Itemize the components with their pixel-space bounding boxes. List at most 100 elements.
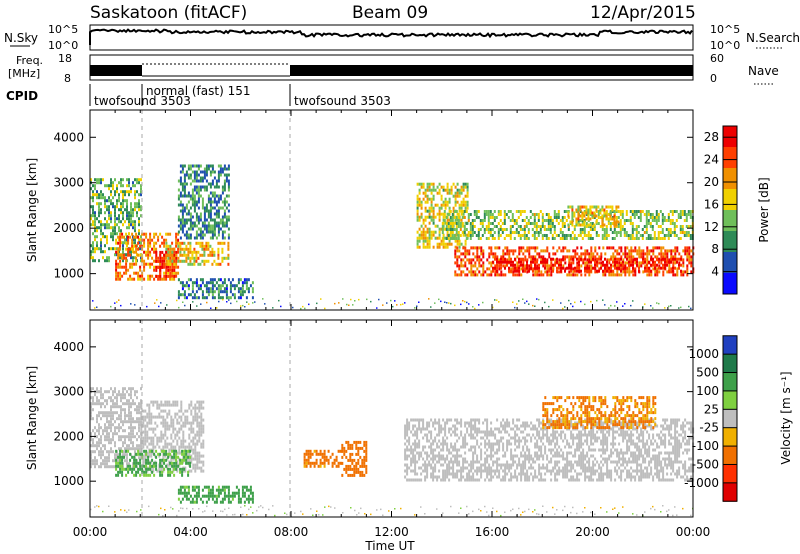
x-tick-label: 16:00 (475, 525, 510, 539)
power-y-tick-label: 2000 (53, 221, 84, 235)
power-y-tick-label: 3000 (53, 176, 84, 190)
velocity-region (341, 440, 368, 477)
power-colorbar-tick: 20 (704, 175, 719, 189)
velocity-colorbar-swatch (723, 372, 737, 392)
cpid-segment-0: twofsound 3503 (94, 94, 191, 108)
velocity-colorbar-tick: -100 (692, 439, 719, 453)
velocity-colorbar-tick: 100 (696, 384, 719, 398)
noise-trace (89, 28, 693, 45)
velocity-colorbar-tick: 25 (704, 402, 719, 416)
power-colorbar-tick: 4 (711, 265, 719, 279)
velocity-data-layer (90, 387, 695, 517)
power-region (165, 241, 230, 266)
power-colorbar-label: Power [dB] (757, 177, 771, 242)
velocity-colorbar-swatch (723, 335, 737, 355)
velocity-region (303, 449, 342, 468)
nsky-tick-bottom: 10^0 (48, 39, 78, 52)
power-colorbar-tick: 8 (711, 242, 719, 256)
power-region (177, 278, 254, 300)
nsearch-tick-top: 10^5 (710, 23, 740, 36)
nsearch-label: N.Search (746, 31, 800, 45)
velocity-region (542, 396, 657, 430)
power-region (115, 232, 180, 281)
title-right: 12/Apr/2015 (590, 3, 696, 23)
velocity-colorbar-tick: -500 (692, 457, 719, 471)
time-axis: 00:00 04:00 08:00 12:00 16:00 20:00 00:00 (73, 525, 711, 539)
velocity-region (404, 418, 695, 482)
velocity-colorbar-label: Velocity [m s⁻¹] (779, 371, 793, 464)
power-y-axis: 1000 2000 3000 4000 (53, 110, 694, 310)
x-tick-label: 12:00 (374, 525, 409, 539)
velocity-colorbar-tick: 500 (696, 366, 719, 380)
cpid-strip: CPID twofsound 3503 normal (fast) 151 tw… (6, 84, 391, 108)
power-region (90, 178, 142, 263)
velocity-colorbar-swatch (723, 464, 737, 484)
xlabel: Time UT (364, 539, 415, 553)
freq-label-1: Freq. (16, 54, 43, 67)
cpid-label: CPID (6, 89, 38, 103)
nsearch-tick-bottom: 10^0 (710, 39, 740, 52)
power-colorbar-swatch (723, 147, 737, 169)
freq-tick-bottom: 8 (64, 72, 71, 85)
velocity-colorbar-swatch (723, 354, 737, 374)
power-ground-speckle (92, 298, 692, 310)
velocity-ground-speckle (90, 505, 694, 517)
power-colorbar-tick: 12 (704, 220, 719, 234)
nave-tick-bottom: 0 (710, 72, 717, 85)
velocity-colorbar-tick: 1000 (688, 347, 719, 361)
velocity-colorbar: 1000 500 100 25 -25 -100 -500 -1000 (684, 335, 738, 502)
nave-tick-top: 60 (710, 52, 724, 65)
power-ylabel: Slant Range [km] (25, 158, 39, 262)
power-colorbar-swatch (723, 252, 737, 274)
freq-strip: Freq. [MHz] 18 8 60 0 Nave (8, 52, 779, 85)
power-y-tick-label: 4000 (53, 130, 84, 144)
power-region (567, 205, 620, 227)
velocity-colorbar-swatch (723, 409, 737, 429)
power-colorbar-swatch (723, 168, 737, 190)
power-region (177, 164, 230, 240)
x-tick-label: 08:00 (274, 525, 309, 539)
power-region (492, 257, 682, 273)
nave-label: Nave (748, 64, 779, 78)
velocity-region (115, 449, 192, 477)
velocity-panel: 1000 2000 3000 4000 Slant Range [km] 1000 50… (25, 319, 793, 553)
power-data-layer (90, 164, 695, 310)
freq-tick-top: 18 (58, 52, 72, 65)
velocity-y-axis: 1000 2000 3000 4000 (53, 320, 694, 517)
title-left: Saskatoon (fitACF) (90, 3, 247, 23)
power-colorbar-swatch (723, 273, 737, 295)
nsky-tick-top: 10^5 (48, 23, 78, 36)
velocity-colorbar-tick: -1000 (684, 476, 719, 490)
x-tick-label: 20:00 (575, 525, 610, 539)
x-tick-label: 00:00 (73, 525, 108, 539)
power-colorbar-tick: 24 (704, 153, 719, 167)
velocity-region (177, 485, 254, 504)
velocity-y-tick-label: 4000 (53, 340, 84, 354)
power-colorbar-swatch (723, 231, 737, 253)
power-colorbar-tick: 16 (704, 197, 719, 211)
power-y-tick-label: 1000 (53, 267, 84, 281)
velocity-colorbar-swatch (723, 390, 737, 410)
power-colorbar: 4 8 12 16 20 24 28 (704, 125, 738, 295)
nsky-label: N.Sky (4, 31, 38, 45)
velocity-y-tick-label: 2000 (53, 429, 84, 443)
power-colorbar-tick: 28 (704, 130, 719, 144)
cpid-segment-2: twofsound 3503 (294, 94, 391, 108)
velocity-colorbar-swatch (723, 482, 737, 502)
power-colorbar-swatch (723, 210, 737, 232)
power-colorbar-swatch (723, 189, 737, 211)
velocity-colorbar-swatch (723, 446, 737, 465)
freq-label-2: [MHz] (8, 67, 40, 80)
power-panel: 1000 2000 3000 4000 Slant Range [km] 4 8 12 16… (25, 109, 771, 311)
velocity-y-tick-label: 1000 (53, 474, 84, 488)
cpid-segment-1: normal (fast) 151 (146, 84, 250, 98)
title-center: Beam 09 (352, 3, 428, 23)
velocity-colorbar-swatch (723, 427, 737, 447)
velocity-colorbar-tick: -25 (699, 421, 719, 435)
x-tick-label: 04:00 (173, 525, 208, 539)
velocity-y-tick-label: 3000 (53, 385, 84, 399)
noise-strip: N.Sky 10^5 10^0 10^5 10^0 N.Search (4, 23, 800, 52)
velocity-ylabel: Slant Range [km] (25, 366, 39, 470)
x-tick-label: 00:00 (676, 525, 711, 539)
